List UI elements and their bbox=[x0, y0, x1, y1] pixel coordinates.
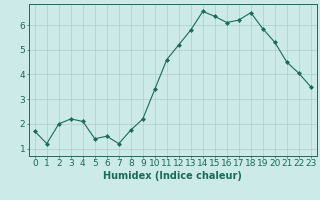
X-axis label: Humidex (Indice chaleur): Humidex (Indice chaleur) bbox=[103, 171, 242, 181]
